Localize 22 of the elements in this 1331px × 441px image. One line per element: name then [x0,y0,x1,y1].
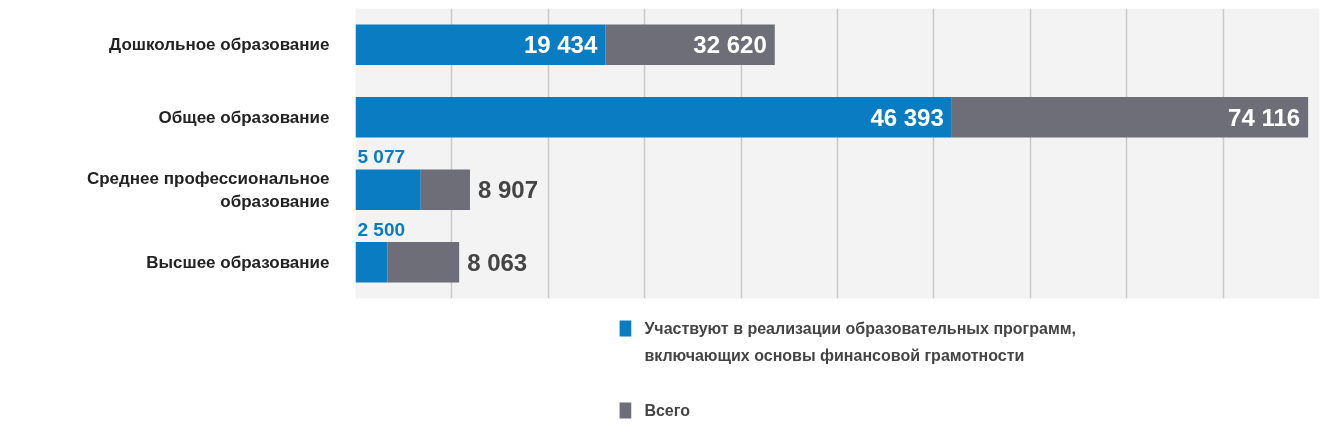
bar [387,241,460,283]
total-label: 8 063 [467,248,528,276]
total-label: 74 116 [1228,103,1301,131]
data-label: 46 393 [870,103,944,131]
bar [355,169,421,211]
data-label: 5 077 [357,146,406,168]
total-label: 8 907 [477,176,539,204]
legend-label: Участвуют в реализации образовательных программ, включающих основы финансовой грамотности [644,319,1077,364]
y-tick-label: Общее образование [158,107,330,127]
bar [605,24,775,66]
y-tick-label: Среднее профессиональное образование [86,168,330,211]
bar [355,24,606,66]
bar [420,169,470,211]
data-label: 2 500 [357,218,406,240]
y-tick-label: Дошкольное образование [109,35,330,55]
bar [355,241,388,283]
total-label: 32 620 [693,31,767,59]
bar [951,96,1309,138]
legend-label: Всего [644,401,691,419]
bar [355,96,952,138]
data-label: 19 434 [523,31,598,59]
y-tick-label: Высшее образование [146,252,330,272]
